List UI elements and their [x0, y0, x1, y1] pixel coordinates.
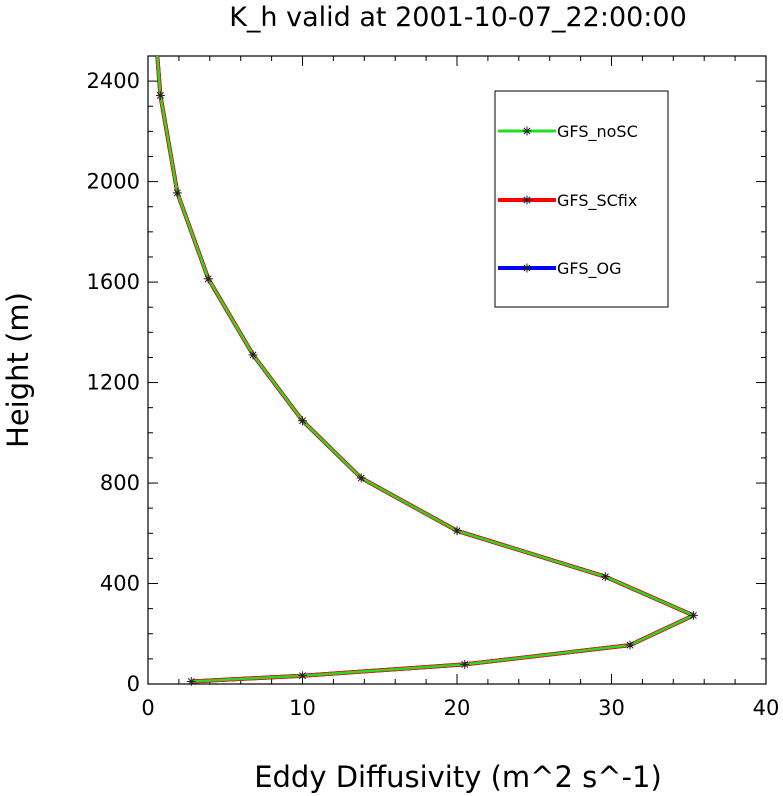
- y-tick-label: 400: [100, 572, 140, 596]
- x-tick-label: 0: [141, 696, 154, 720]
- legend-label: GFS_SCfix: [557, 191, 637, 211]
- legend-marker: [522, 263, 532, 273]
- data-markers: [155, 90, 698, 686]
- data-point-marker: [186, 676, 196, 686]
- series-lines: [155, 55, 696, 684]
- data-point-marker: [460, 659, 470, 669]
- x-tick-label: 30: [598, 696, 625, 720]
- y-tick-label: 2000: [87, 170, 140, 194]
- data-point-marker: [248, 350, 258, 360]
- y-tick-label: 2400: [87, 69, 140, 93]
- y-tick-label: 0: [127, 672, 140, 696]
- x-axis-label: Eddy Diffusivity (m^2 s^-1): [254, 760, 662, 794]
- y-tick-label: 800: [100, 471, 140, 495]
- y-axis-label: Height (m): [1, 292, 35, 448]
- data-point-marker: [298, 416, 307, 426]
- data-point-marker: [298, 671, 307, 681]
- data-point-marker: [172, 188, 182, 198]
- legend-label: GFS_noSC: [557, 122, 638, 142]
- data-point-marker: [356, 473, 366, 483]
- legend-label: GFS_OG: [557, 259, 621, 279]
- y-tick-label: 1200: [87, 371, 140, 395]
- legend-marker: [522, 195, 532, 205]
- x-tick-label: 20: [444, 696, 471, 720]
- x-tick-label: 10: [289, 696, 316, 720]
- chart-title: K_h valid at 2001-10-07_22:00:00: [229, 2, 687, 33]
- x-tick-label: 40: [753, 696, 780, 720]
- data-point-marker: [155, 90, 165, 100]
- y-tick-label: 1600: [87, 270, 140, 294]
- data-point-marker: [203, 274, 213, 284]
- data-point-marker: [625, 640, 635, 650]
- data-point-marker: [452, 526, 462, 536]
- data-point-marker: [688, 610, 698, 620]
- legend: GFS_noSC GFS_SCfix GFS_OG: [494, 90, 669, 308]
- plot-frame: [147, 55, 767, 685]
- legend-marker: [522, 126, 532, 136]
- series-line-gfs-nosc: [156, 55, 695, 683]
- data-point-marker: [600, 572, 610, 582]
- axis-ticks: [147, 55, 767, 685]
